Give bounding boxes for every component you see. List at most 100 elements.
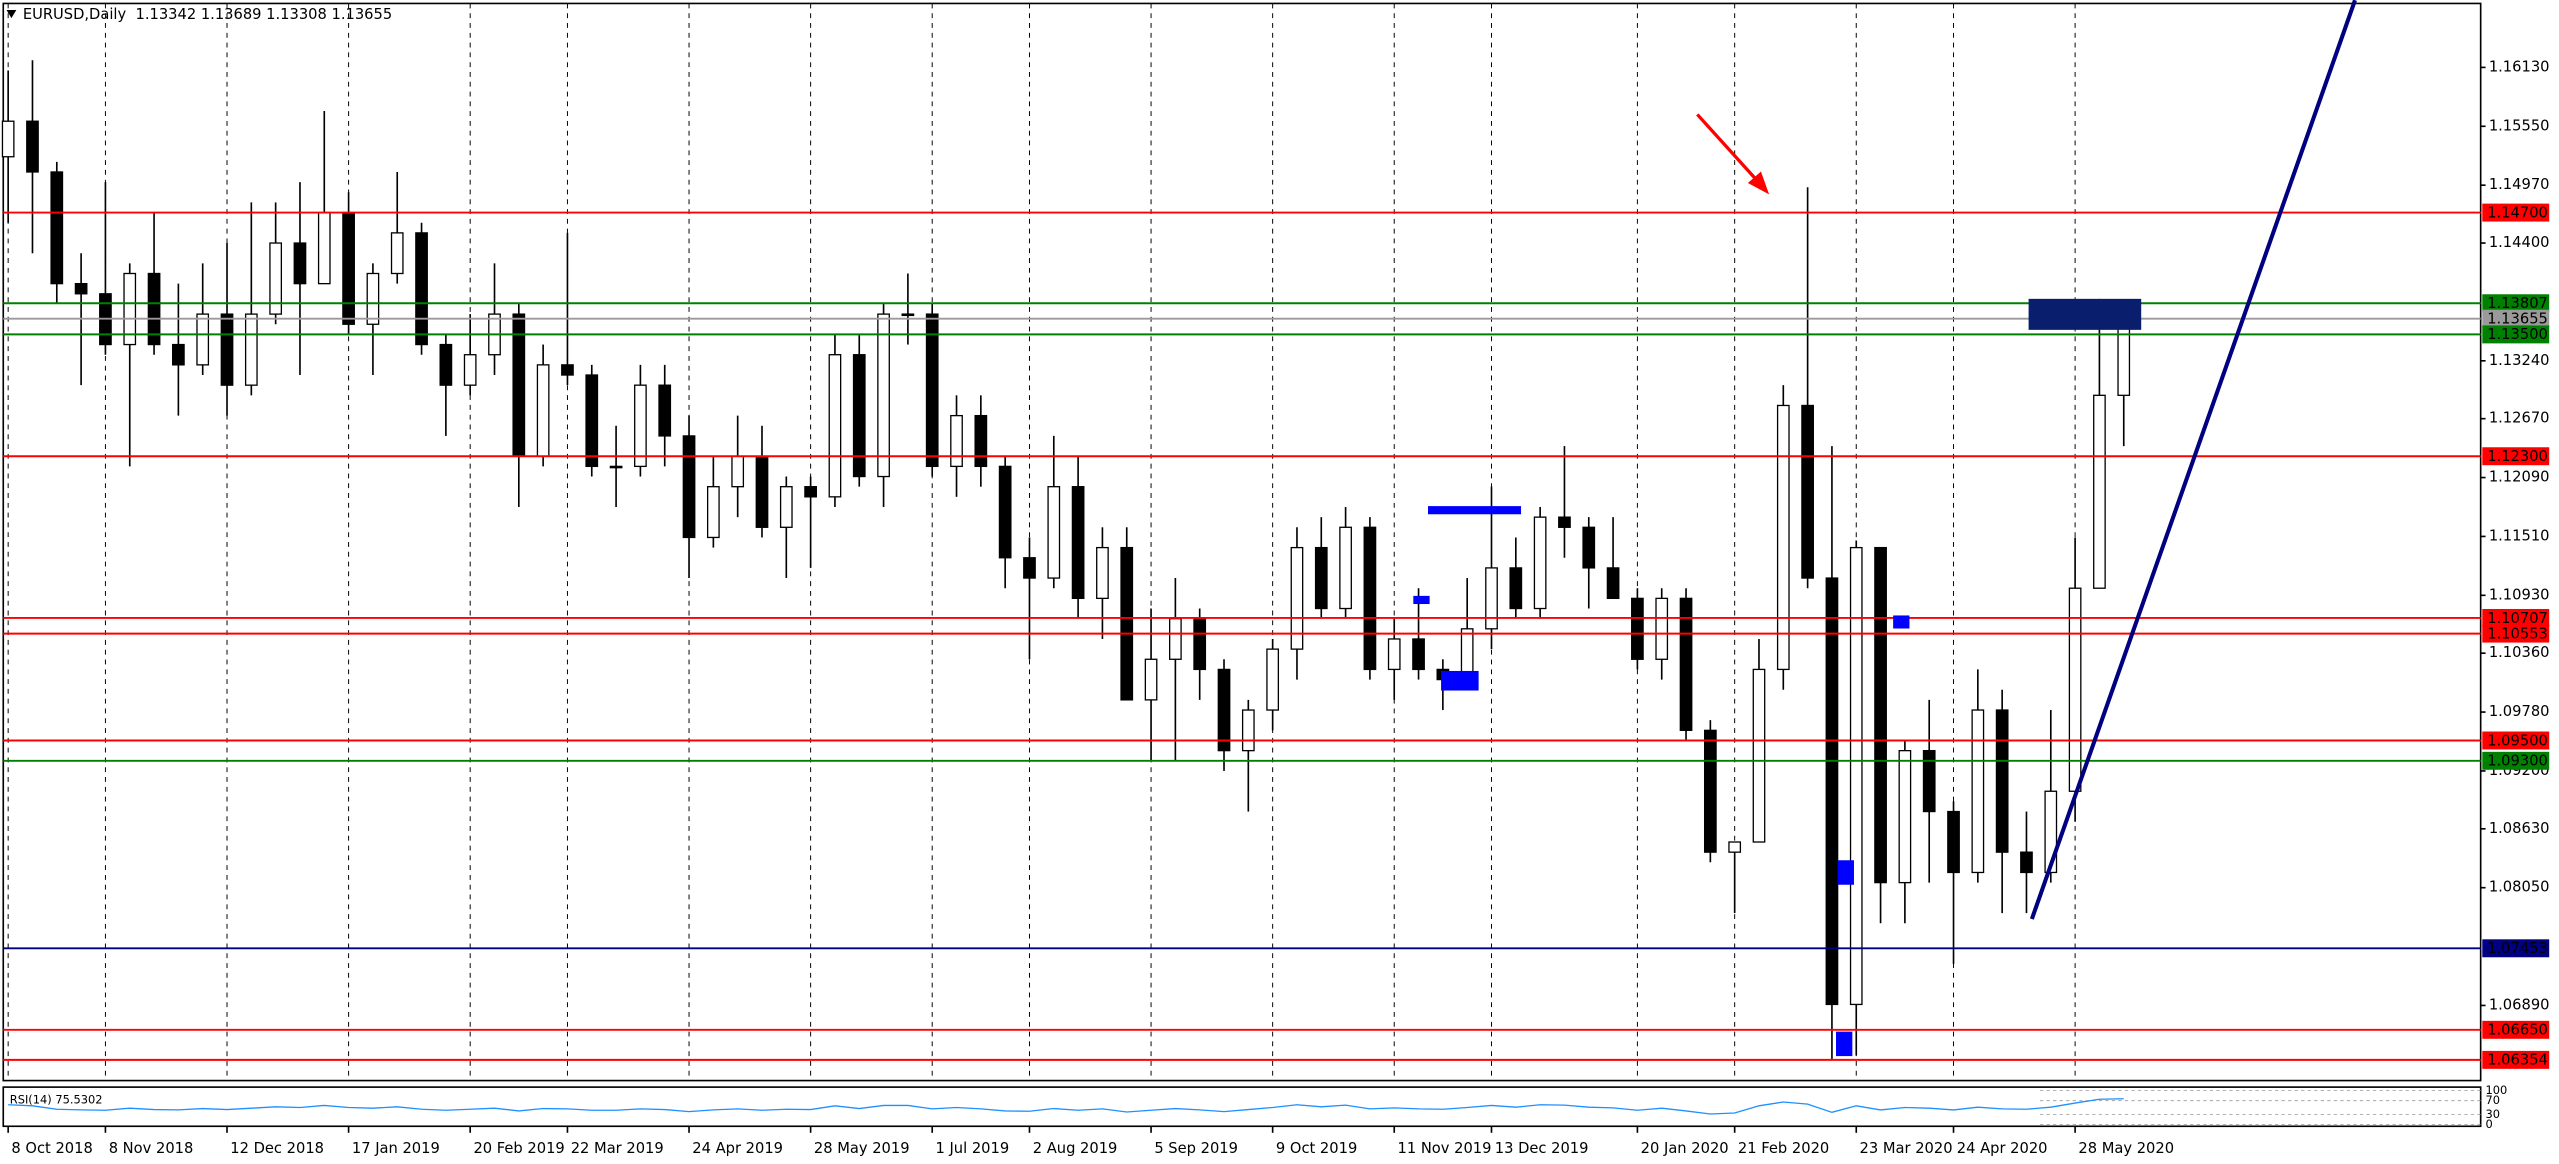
x-tick-label: 11 Nov 2019 xyxy=(1397,1140,1491,1157)
candle-body xyxy=(1801,404,1814,579)
rsi-title: RSI(14) 75.5302 xyxy=(10,1093,103,1107)
x-tick-label: 8 Nov 2018 xyxy=(109,1140,194,1157)
level-label: 1.12300 xyxy=(2487,448,2548,465)
y-tick-label: 1.15550 xyxy=(2489,117,2550,134)
y-tick-label: 1.08630 xyxy=(2489,820,2550,837)
x-tick-label: 5 Sep 2019 xyxy=(1154,1140,1238,1157)
level-label: 1.09300 xyxy=(2487,753,2548,770)
candle-body xyxy=(1023,557,1036,579)
arrow xyxy=(1696,113,1761,185)
zone-box xyxy=(1836,1031,1853,1057)
candle-body xyxy=(390,232,404,275)
candle-body xyxy=(1485,567,1498,630)
x-tick-label: 2 Aug 2019 xyxy=(1033,1140,1118,1157)
level-label-box xyxy=(2482,325,2550,344)
y-tick-label: 1.12670 xyxy=(2489,410,2550,427)
candle-body xyxy=(1509,567,1523,610)
main-pane xyxy=(2,2,2482,1082)
level-label-box xyxy=(2482,608,2550,627)
rsi-tick-label: 0 xyxy=(2486,1117,2493,1131)
candle-body xyxy=(1363,526,1377,671)
candle-body xyxy=(293,242,307,285)
level-label-box xyxy=(2482,203,2550,222)
level-label-box xyxy=(2482,447,2550,466)
candle-body xyxy=(634,384,647,468)
level-label: 1.13655 xyxy=(2487,310,2548,327)
candle-body xyxy=(2044,790,2058,874)
x-tick-label: 12 Dec 2018 xyxy=(230,1140,324,1157)
level-label-box xyxy=(2482,294,2550,313)
candle-body xyxy=(1631,597,1644,660)
candle-body xyxy=(731,455,745,488)
candle-body xyxy=(1169,618,1182,660)
candle-body xyxy=(1752,668,1766,843)
y-tick-label: 1.14970 xyxy=(2489,176,2550,193)
x-tick-label: 28 May 2020 xyxy=(2078,1140,2174,1157)
candle-body xyxy=(244,313,258,386)
level-label: 1.13500 xyxy=(2487,326,2548,343)
y-tick-label: 1.13240 xyxy=(2489,352,2550,369)
y-tick-label: 1.09780 xyxy=(2489,703,2550,720)
zone-box xyxy=(1441,670,1479,691)
zone-box xyxy=(1413,595,1430,605)
candle-body xyxy=(1679,597,1693,731)
candle-body xyxy=(925,313,939,468)
rsi-tick-label: 100 xyxy=(2486,1083,2508,1097)
x-tick-label: 20 Jan 2020 xyxy=(1641,1140,1729,1157)
candle-body xyxy=(998,465,1012,559)
candle-body xyxy=(1655,597,1669,660)
candle-body xyxy=(172,343,185,366)
y-tick-label: 1.06890 xyxy=(2489,996,2550,1013)
level-label-box xyxy=(2482,1020,2550,1039)
y-tick-label: 1.16130 xyxy=(2489,58,2550,75)
x-tick-label: 20 Feb 2019 xyxy=(473,1140,564,1157)
candle-body xyxy=(1995,709,2009,853)
level-label-box xyxy=(2482,309,2550,328)
candle-body xyxy=(1947,810,1960,874)
candle-body xyxy=(74,282,88,295)
candle-body xyxy=(1290,546,1304,650)
candle-body xyxy=(512,313,526,457)
rsi-tick-label: 30 xyxy=(2486,1107,2501,1121)
zone-box xyxy=(1428,506,1522,515)
level-label-box xyxy=(2482,1050,2550,1069)
level-label: 1.07453 xyxy=(2487,940,2548,957)
candle-body xyxy=(26,120,39,173)
level-label-box xyxy=(2482,624,2550,643)
x-tick-label: 9 Oct 2019 xyxy=(1276,1140,1357,1157)
candle-body xyxy=(1582,526,1596,569)
candle-body xyxy=(1703,729,1717,853)
level-label-box xyxy=(2482,731,2550,750)
candle-body xyxy=(1120,546,1134,701)
candle-body xyxy=(463,354,477,386)
rsi-line xyxy=(8,1098,2124,1115)
y-tick-label: 1.08050 xyxy=(2489,879,2550,896)
rsi-tick-label: 70 xyxy=(2486,1093,2501,1107)
candle-body xyxy=(561,364,574,376)
candle-body xyxy=(269,242,283,315)
candle-body xyxy=(50,171,64,285)
y-tick-label: 1.10360 xyxy=(2489,644,2550,661)
x-tick-label: 22 Mar 2019 xyxy=(571,1140,664,1157)
candle-body xyxy=(1728,841,1742,853)
candle-body xyxy=(1241,709,1255,752)
chart-title: EURUSD,Daily 1.13342 1.13689 1.13308 1.1… xyxy=(23,6,392,23)
candle-body xyxy=(828,354,842,498)
candle-body xyxy=(147,272,161,346)
candle-body xyxy=(585,374,599,468)
candle-body xyxy=(1193,618,1207,671)
level-label: 1.10553 xyxy=(2487,625,2548,642)
candle-body xyxy=(439,343,453,386)
x-tick-label: 24 Apr 2020 xyxy=(1957,1140,2048,1157)
rsi-pane xyxy=(2,1086,2482,1128)
candle-body xyxy=(1874,546,1887,884)
candle-body xyxy=(196,313,210,366)
candle-body xyxy=(1387,638,1401,671)
candle-body xyxy=(658,384,672,437)
level-label: 1.06650 xyxy=(2487,1022,2548,1039)
trend-line xyxy=(2029,0,2357,920)
x-tick-label: 28 May 2019 xyxy=(814,1140,910,1157)
candle-body xyxy=(342,211,355,325)
